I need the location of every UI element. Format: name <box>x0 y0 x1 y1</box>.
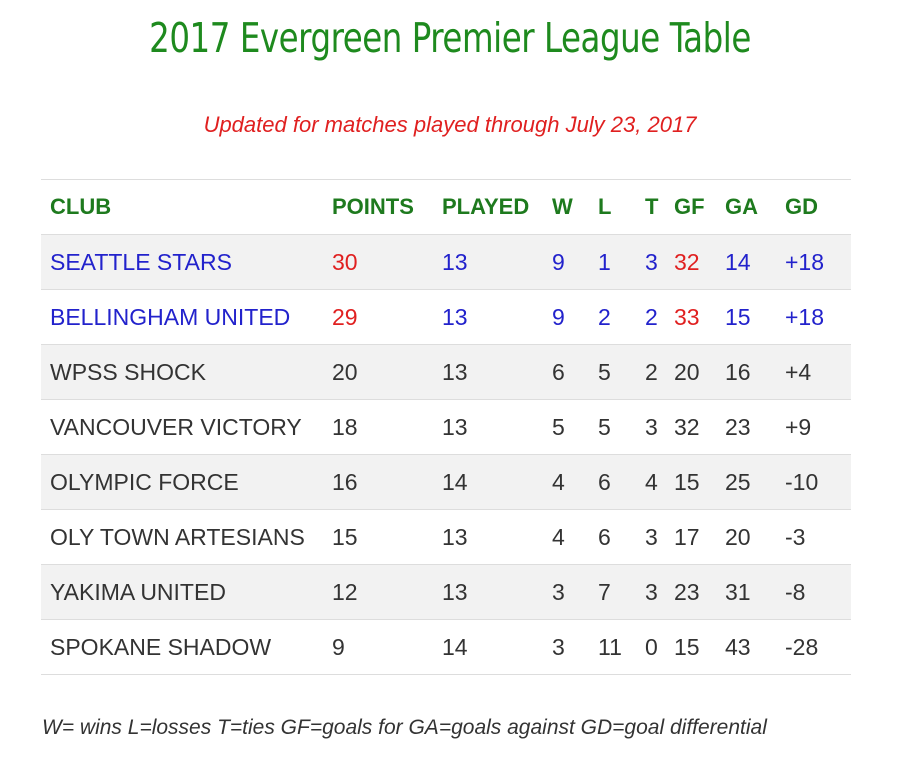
goals-against-cell: 31 <box>725 564 785 620</box>
club-name: SPOKANE SHADOW <box>41 619 332 675</box>
header-goals-for: GF <box>674 179 725 235</box>
table-row: WPSS SHOCK 20 13 6 5 2 20 16 +4 <box>41 344 851 400</box>
ties-cell: 3 <box>645 564 674 620</box>
played-cell: 13 <box>442 234 552 290</box>
ties-cell: 3 <box>645 509 674 565</box>
goals-for-cell: 23 <box>674 564 725 620</box>
club-name: SEATTLE STARS <box>41 234 332 290</box>
goals-against-cell: 14 <box>725 234 785 290</box>
league-standings-table: CLUB POINTS PLAYED W L T GF GA GD SEATTL… <box>41 179 851 675</box>
table-row: VANCOUVER VICTORY 18 13 5 5 3 32 23 +9 <box>41 399 851 455</box>
points-cell: 15 <box>332 509 442 565</box>
goal-differential-cell: -3 <box>785 509 851 565</box>
club-name: WPSS SHOCK <box>41 344 332 400</box>
losses-cell: 5 <box>598 399 645 455</box>
losses-cell: 7 <box>598 564 645 620</box>
goals-for-cell: 32 <box>674 234 725 290</box>
wins-cell: 4 <box>552 509 598 565</box>
club-name: OLYMPIC FORCE <box>41 454 332 510</box>
page-title: 2017 Evergreen Premier League Table <box>149 14 751 62</box>
losses-cell: 6 <box>598 454 645 510</box>
wins-cell: 9 <box>552 289 598 345</box>
goals-for-cell: 32 <box>674 399 725 455</box>
goals-for-cell: 20 <box>674 344 725 400</box>
goals-for-cell: 17 <box>674 509 725 565</box>
goals-against-cell: 15 <box>725 289 785 345</box>
club-name: OLY TOWN ARTESIANS <box>41 509 332 565</box>
goal-differential-cell: +4 <box>785 344 851 400</box>
played-cell: 13 <box>442 399 552 455</box>
points-cell: 9 <box>332 619 442 675</box>
played-cell: 13 <box>442 509 552 565</box>
goal-differential-cell: +18 <box>785 234 851 290</box>
losses-cell: 2 <box>598 289 645 345</box>
points-cell: 18 <box>332 399 442 455</box>
played-cell: 13 <box>442 564 552 620</box>
goals-against-cell: 23 <box>725 399 785 455</box>
losses-cell: 6 <box>598 509 645 565</box>
table-row: BELLINGHAM UNITED 29 13 9 2 2 33 15 +18 <box>41 289 851 345</box>
club-name: BELLINGHAM UNITED <box>41 289 332 345</box>
losses-cell: 5 <box>598 344 645 400</box>
abbreviation-legend: W= wins L=losses T=ties GF=goals for GA=… <box>42 716 767 739</box>
goals-against-cell: 16 <box>725 344 785 400</box>
played-cell: 14 <box>442 454 552 510</box>
table-row: SPOKANE SHADOW 9 14 3 11 0 15 43 -28 <box>41 619 851 675</box>
losses-cell: 1 <box>598 234 645 290</box>
table-header-row: CLUB POINTS PLAYED W L T GF GA GD <box>41 179 851 235</box>
table-row: OLYMPIC FORCE 16 14 4 6 4 15 25 -10 <box>41 454 851 510</box>
ties-cell: 3 <box>645 399 674 455</box>
goals-against-cell: 25 <box>725 454 785 510</box>
wins-cell: 3 <box>552 564 598 620</box>
club-name: VANCOUVER VICTORY <box>41 399 332 455</box>
table-row: YAKIMA UNITED 12 13 3 7 3 23 31 -8 <box>41 564 851 620</box>
goals-for-cell: 15 <box>674 619 725 675</box>
goal-differential-cell: +18 <box>785 289 851 345</box>
played-cell: 13 <box>442 289 552 345</box>
goal-differential-cell: -10 <box>785 454 851 510</box>
header-club: CLUB <box>41 179 332 235</box>
goal-differential-cell: -8 <box>785 564 851 620</box>
points-cell: 16 <box>332 454 442 510</box>
points-cell: 29 <box>332 289 442 345</box>
goals-against-cell: 43 <box>725 619 785 675</box>
goal-differential-cell: +9 <box>785 399 851 455</box>
header-losses: L <box>598 179 645 235</box>
updated-subtitle: Updated for matches played through July … <box>203 112 697 137</box>
losses-cell: 11 <box>598 619 645 675</box>
table-row: SEATTLE STARS 30 13 9 1 3 32 14 +18 <box>41 234 851 290</box>
ties-cell: 2 <box>645 344 674 400</box>
goal-differential-cell: -28 <box>785 619 851 675</box>
wins-cell: 4 <box>552 454 598 510</box>
header-played: PLAYED <box>442 179 552 235</box>
ties-cell: 3 <box>645 234 674 290</box>
goals-for-cell: 15 <box>674 454 725 510</box>
wins-cell: 6 <box>552 344 598 400</box>
wins-cell: 9 <box>552 234 598 290</box>
goals-against-cell: 20 <box>725 509 785 565</box>
played-cell: 14 <box>442 619 552 675</box>
points-cell: 20 <box>332 344 442 400</box>
header-goals-against: GA <box>725 179 785 235</box>
points-cell: 12 <box>332 564 442 620</box>
wins-cell: 5 <box>552 399 598 455</box>
ties-cell: 0 <box>645 619 674 675</box>
goals-for-cell: 33 <box>674 289 725 345</box>
points-cell: 30 <box>332 234 442 290</box>
header-ties: T <box>645 179 674 235</box>
header-goal-differential: GD <box>785 179 851 235</box>
ties-cell: 4 <box>645 454 674 510</box>
wins-cell: 3 <box>552 619 598 675</box>
table-row: OLY TOWN ARTESIANS 15 13 4 6 3 17 20 -3 <box>41 509 851 565</box>
club-name: YAKIMA UNITED <box>41 564 332 620</box>
ties-cell: 2 <box>645 289 674 345</box>
played-cell: 13 <box>442 344 552 400</box>
header-points: POINTS <box>332 179 442 235</box>
header-wins: W <box>552 179 598 235</box>
